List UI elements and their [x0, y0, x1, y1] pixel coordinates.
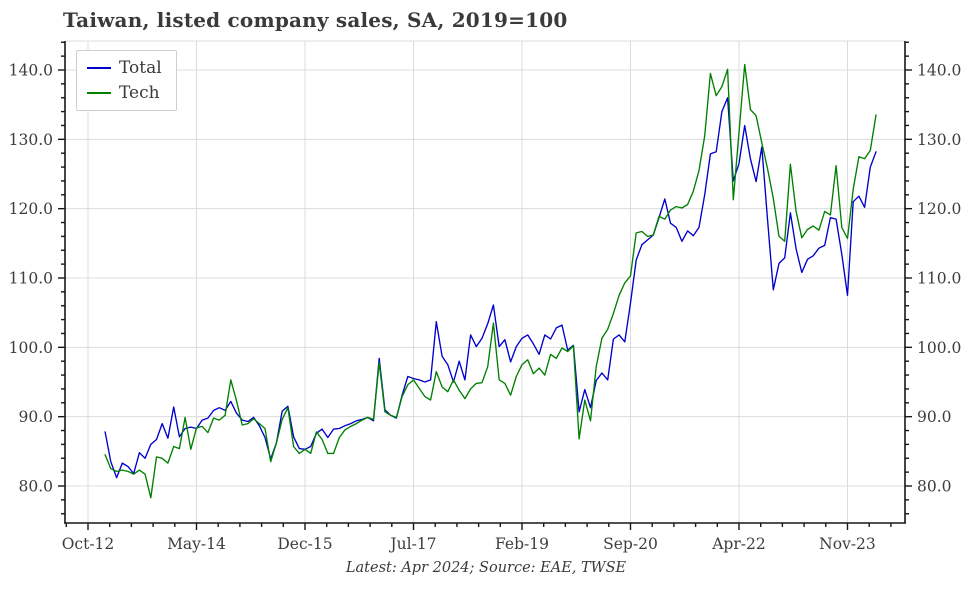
x-tick-label: Jul-17	[388, 535, 436, 553]
x-tick-label: Feb-19	[495, 535, 549, 553]
x-tick-label: Dec-15	[277, 535, 332, 553]
legend-item-tech: Tech	[87, 82, 162, 103]
y-tick-label-left: 120.0	[9, 200, 53, 218]
y-tick-label-right: 130.0	[917, 131, 961, 149]
axis-spines	[64, 41, 906, 524]
legend-item-total: Total	[87, 59, 162, 78]
tick-labels: 80.0 80.0 90.0 90.0 100.0 100.0 110.0 110.0 120.…	[9, 62, 962, 554]
y-tick-label-right: 140.0	[917, 62, 961, 80]
total-line-swatch	[87, 67, 111, 70]
legend-label-total: Total	[119, 58, 162, 78]
y-tick-label-right: 100.0	[917, 339, 961, 357]
y-tick-label-left: 90.0	[18, 408, 53, 426]
x-tick-label: Oct-12	[62, 535, 115, 553]
x-tick-label: Nov-23	[819, 535, 876, 553]
y-tick-label-left: 130.0	[9, 131, 53, 149]
chart-caption: Latest: Apr 2024; Source: EAE, TWSE	[345, 560, 627, 576]
x-tick-label: Apr-22	[711, 535, 766, 553]
y-tick-label-right: 80.0	[917, 477, 952, 495]
tech-series-line	[104, 63, 877, 499]
x-tick-label: May-14	[167, 535, 226, 553]
y-tick-label-right: 110.0	[917, 269, 961, 287]
legend: Total Tech	[76, 50, 177, 112]
y-tick-label-right: 90.0	[917, 408, 952, 426]
y-tick-label-left: 80.0	[18, 477, 53, 495]
total-series-line	[104, 97, 877, 479]
y-tick-label-left: 110.0	[9, 269, 53, 287]
legend-label-tech: Tech	[119, 82, 160, 103]
axis-ticks	[58, 41, 912, 530]
chart-title: Taiwan, listed company sales, SA, 2019=1…	[63, 8, 568, 32]
gridlines	[65, 40, 905, 523]
y-tick-label-left: 100.0	[9, 339, 53, 357]
y-tick-label-left: 140.0	[9, 62, 53, 80]
y-tick-label-right: 120.0	[917, 200, 961, 218]
x-tick-label: Sep-20	[603, 535, 658, 553]
tech-line-swatch	[87, 92, 111, 95]
